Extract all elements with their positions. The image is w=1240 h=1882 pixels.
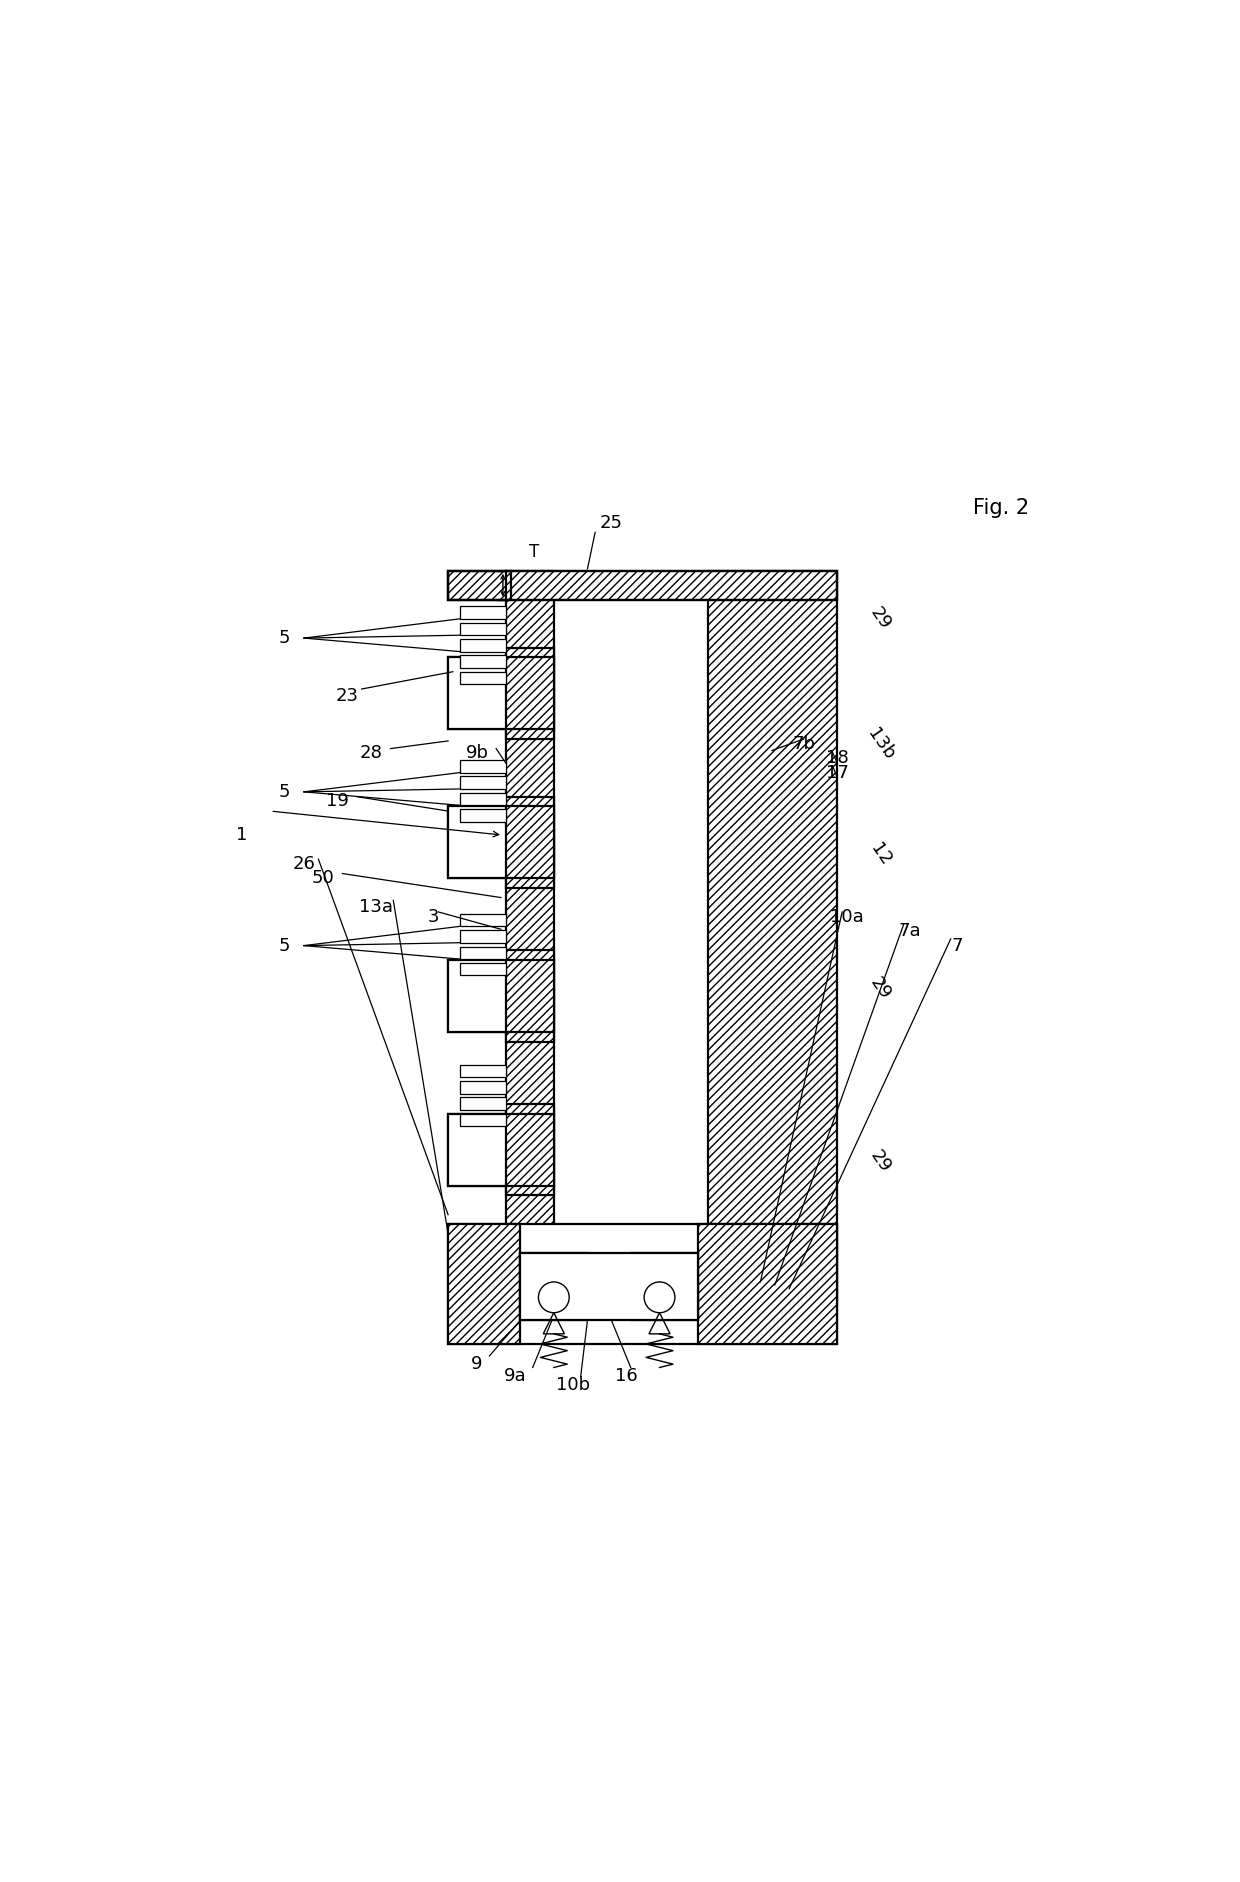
Bar: [460, 655, 506, 668]
Bar: [506, 950, 554, 1043]
Bar: [460, 777, 506, 789]
Bar: [448, 657, 506, 730]
Bar: [506, 1105, 554, 1195]
Text: 16: 16: [615, 1366, 637, 1385]
Text: 28: 28: [360, 745, 383, 762]
Text: 10b: 10b: [556, 1376, 590, 1395]
Bar: [521, 1253, 698, 1321]
Bar: [448, 1114, 506, 1186]
Text: 5: 5: [279, 937, 290, 954]
Bar: [631, 1253, 698, 1321]
Bar: [460, 792, 506, 805]
Text: 29: 29: [867, 1148, 894, 1176]
Bar: [460, 1080, 506, 1093]
Bar: [708, 570, 837, 1300]
Text: 9a: 9a: [505, 1366, 527, 1385]
Bar: [453, 811, 501, 875]
Text: 19: 19: [326, 792, 348, 811]
Text: 9b: 9b: [465, 745, 489, 762]
Bar: [460, 809, 506, 822]
Text: 7: 7: [951, 937, 963, 954]
Bar: [506, 570, 837, 600]
Text: 29: 29: [867, 604, 894, 634]
Text: 23: 23: [336, 687, 358, 704]
Bar: [460, 947, 506, 960]
Bar: [460, 964, 506, 975]
Text: Fig. 2: Fig. 2: [972, 499, 1029, 518]
Bar: [448, 1114, 554, 1186]
Bar: [448, 657, 554, 730]
Text: 7b: 7b: [792, 734, 815, 753]
Bar: [460, 606, 506, 619]
Text: 13a: 13a: [360, 898, 393, 917]
Text: 25: 25: [600, 514, 622, 533]
Bar: [460, 760, 506, 774]
Text: 1: 1: [236, 826, 247, 845]
Bar: [698, 1225, 837, 1344]
Bar: [448, 570, 837, 600]
Bar: [448, 570, 506, 600]
Text: T: T: [529, 542, 539, 561]
Bar: [506, 570, 554, 1300]
Text: 26: 26: [293, 854, 315, 873]
Bar: [506, 647, 554, 740]
Bar: [453, 1118, 501, 1184]
Bar: [460, 1114, 506, 1125]
Bar: [453, 965, 501, 1029]
Bar: [448, 570, 511, 600]
Bar: [521, 1253, 588, 1321]
Text: 12: 12: [867, 839, 894, 869]
Bar: [448, 1225, 837, 1344]
Bar: [460, 623, 506, 636]
Text: 10a: 10a: [830, 907, 864, 926]
Text: 5: 5: [279, 629, 290, 647]
Bar: [453, 662, 501, 726]
Bar: [460, 1065, 506, 1077]
Bar: [448, 960, 554, 1031]
Bar: [460, 1097, 506, 1110]
Bar: [460, 640, 506, 651]
Bar: [460, 672, 506, 685]
Text: 13b: 13b: [863, 725, 898, 762]
Bar: [448, 960, 506, 1031]
Text: 17: 17: [826, 764, 848, 781]
Text: 9: 9: [471, 1355, 482, 1372]
Bar: [460, 915, 506, 926]
Text: 18: 18: [826, 749, 848, 768]
Bar: [448, 805, 506, 879]
Text: 50: 50: [311, 869, 335, 886]
Text: 29: 29: [867, 975, 894, 1003]
Text: 5: 5: [279, 783, 290, 802]
Bar: [460, 930, 506, 943]
Text: 7a: 7a: [898, 922, 920, 941]
Text: 3: 3: [428, 907, 439, 926]
Bar: [448, 1225, 521, 1344]
Bar: [506, 796, 554, 888]
Bar: [448, 805, 554, 879]
